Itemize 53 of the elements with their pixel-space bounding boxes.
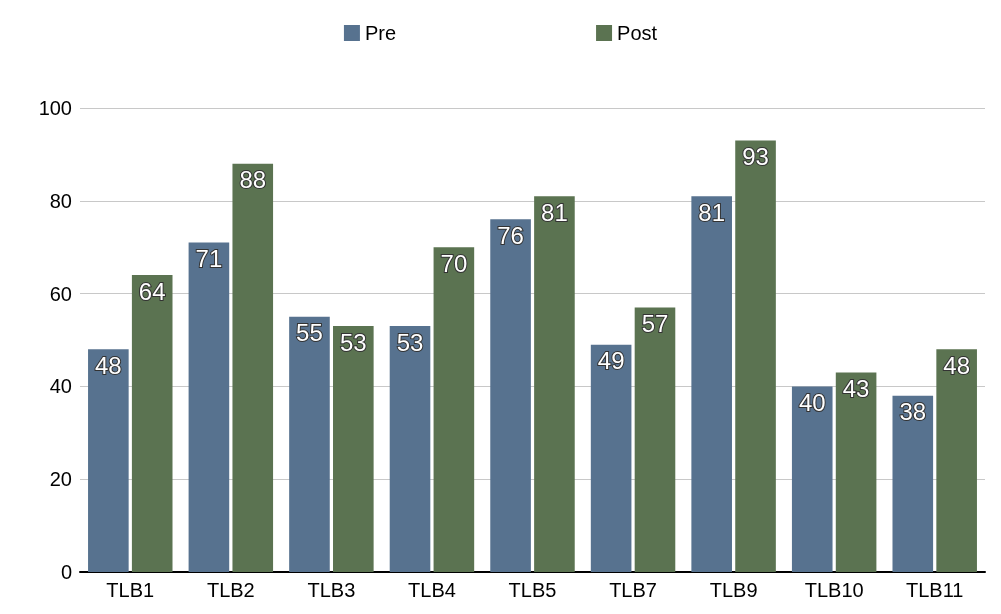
data-label: 71 — [195, 245, 223, 273]
bar — [333, 326, 374, 572]
y-tick-label: 40 — [49, 375, 72, 398]
x-tick-label: TLB2 — [206, 579, 255, 601]
y-tick-label: 20 — [49, 468, 72, 491]
bar — [289, 316, 330, 572]
x-tick-label: TLB1 — [106, 579, 155, 601]
bar — [389, 326, 431, 572]
y-tick-label: 80 — [49, 189, 72, 212]
bar — [791, 386, 833, 572]
legend-label: Post — [617, 22, 658, 44]
data-label: 48 — [95, 351, 122, 379]
y-tick-label: 0 — [60, 561, 72, 583]
bar — [232, 163, 274, 572]
y-tick-label: 60 — [49, 282, 72, 305]
bar — [691, 196, 732, 572]
bar — [936, 349, 977, 572]
bar — [534, 196, 575, 572]
data-label: 55 — [296, 319, 323, 347]
bar — [88, 349, 129, 572]
x-tick-label: TLB9 — [709, 579, 758, 601]
y-tick-label: 100 — [38, 97, 72, 119]
bar — [735, 140, 776, 572]
data-label: 43 — [842, 374, 870, 402]
data-label: 76 — [497, 221, 524, 249]
bar — [590, 344, 632, 572]
data-label: 88 — [239, 166, 267, 194]
data-label: 57 — [641, 310, 669, 338]
data-label: 81 — [698, 198, 726, 226]
bar — [490, 219, 531, 572]
bar — [835, 372, 877, 572]
data-label: 70 — [440, 249, 468, 277]
data-label: 53 — [339, 328, 367, 356]
x-tick-label: TLB4 — [408, 579, 456, 601]
bar — [433, 247, 475, 572]
x-tick-label: TLB11 — [906, 579, 964, 601]
x-tick-label: TLB3 — [307, 579, 356, 601]
bar — [188, 242, 230, 572]
legend-label: Pre — [364, 22, 397, 44]
bar — [131, 275, 173, 572]
x-tick-label: TLB5 — [508, 579, 557, 601]
bar — [892, 395, 934, 572]
data-label: 93 — [742, 142, 769, 170]
bar — [634, 307, 676, 572]
data-label: 40 — [798, 388, 826, 416]
data-label: 64 — [138, 277, 166, 305]
data-label: 38 — [899, 398, 927, 426]
data-label: 48 — [943, 351, 970, 379]
data-label: 49 — [597, 347, 625, 375]
data-label: 81 — [541, 198, 568, 226]
data-label: 53 — [396, 328, 424, 356]
x-tick-label: TLB7 — [609, 579, 657, 601]
x-tick-label: TLB10 — [804, 579, 864, 601]
